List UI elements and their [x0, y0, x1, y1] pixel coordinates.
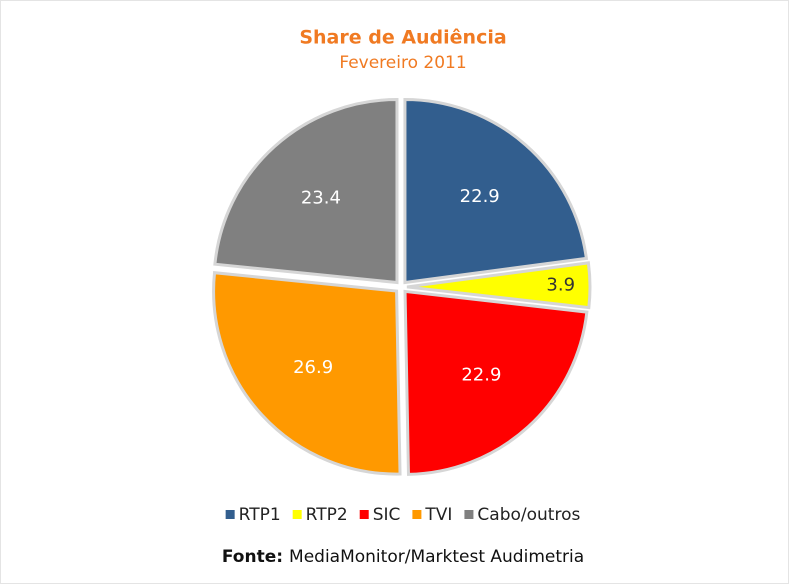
data-label: 23.4 [301, 187, 341, 208]
source-note: Fonte: MediaMonitor/Marktest Audimetria [222, 547, 584, 567]
pie-slice [403, 289, 589, 476]
legend-swatch [359, 510, 369, 519]
legend-label: SIC [373, 505, 401, 525]
legend-swatch [225, 510, 235, 519]
source-label: Fonte: [222, 547, 283, 567]
legend-swatch [464, 510, 474, 519]
data-label: 22.9 [460, 186, 500, 207]
chart-subtitle: Fevereiro 2011 [339, 53, 466, 73]
data-label: 3.9 [546, 274, 575, 295]
legend-label: Cabo/outros [477, 505, 580, 525]
data-label: 26.9 [293, 357, 333, 378]
pie-slice [403, 97, 589, 285]
legend: RTP1 RTP2 SIC TVI Cabo/outros [225, 505, 580, 525]
pie-slice [406, 261, 592, 310]
data-label: 22.9 [461, 364, 501, 385]
legend-swatch [412, 510, 422, 519]
legend-label: RTP1 [239, 505, 281, 525]
chart-title: Share de Audiência [299, 27, 506, 49]
pie-slice [212, 271, 402, 476]
legend-label: RTP2 [306, 505, 348, 525]
legend-swatch [292, 510, 302, 519]
legend-label: TVI [424, 505, 452, 525]
pie-slice [213, 98, 399, 285]
source-text: MediaMonitor/Marktest Audimetria [289, 547, 584, 567]
